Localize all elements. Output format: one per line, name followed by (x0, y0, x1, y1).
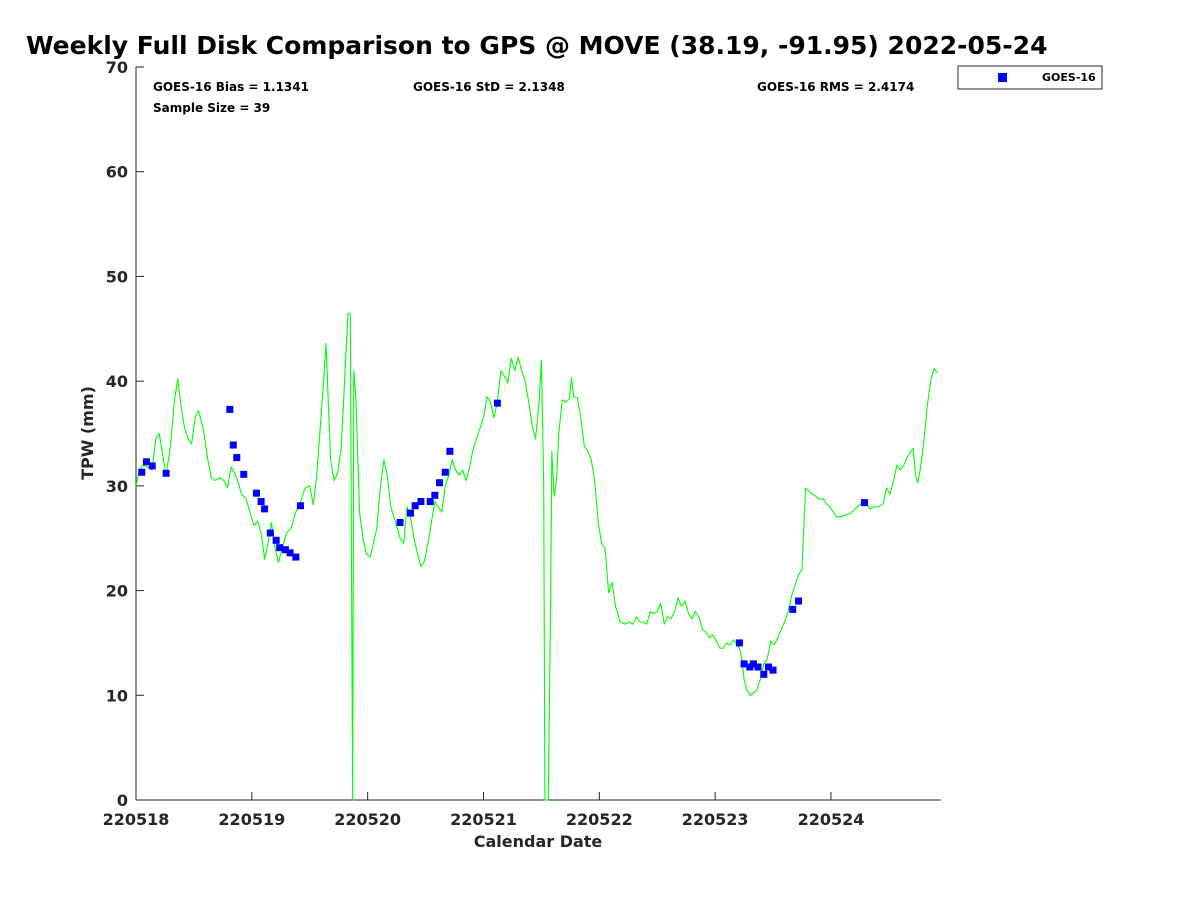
legend-entry-goes-16: GOES-16 (1042, 71, 1096, 84)
goes-16-point (431, 491, 439, 499)
goes-16-point (257, 498, 265, 506)
goes-16-point (233, 454, 241, 462)
goes-16-point (162, 469, 170, 477)
goes-16-point (435, 479, 443, 487)
x-tick-label: 220521 (450, 810, 517, 829)
goes-16-point (441, 468, 449, 476)
goes-16-point (493, 399, 501, 407)
goes-16-point (446, 447, 454, 455)
y-tick-label: 70 (106, 58, 128, 77)
bias-stat: GOES-16 Bias = 1.1341 (153, 80, 309, 94)
x-axis: 220518 220519 220520 220521 220522 220523 2205… (103, 792, 865, 829)
x-axis-label: Calendar Date (474, 832, 603, 851)
chart-title: Weekly Full Disk Comparison to GPS @ MOV… (26, 31, 1047, 60)
plot-area (136, 67, 941, 800)
goes-16-point (861, 499, 869, 507)
sample-size-stat: Sample Size = 39 (153, 101, 270, 115)
goes-16-point (795, 597, 803, 605)
rms-stat: GOES-16 RMS = 2.4174 (757, 80, 914, 94)
goes-16-point (226, 405, 234, 413)
y-tick-label: 0 (117, 791, 128, 810)
goes-16-point (417, 498, 425, 506)
goes-16-point (292, 553, 300, 561)
y-tick-label: 10 (106, 686, 128, 705)
goes-16-point (138, 468, 146, 476)
std-stat: GOES-16 StD = 2.1348 (413, 80, 565, 94)
x-tick-label: 220523 (682, 810, 749, 829)
goes-16-point (296, 502, 304, 510)
goes-16-point (281, 546, 289, 554)
goes-16-point (229, 441, 237, 449)
goes-16-point (769, 666, 777, 674)
goes-16-point (276, 544, 284, 552)
goes-16-point (754, 663, 762, 671)
goes-16-point (396, 519, 404, 527)
y-tick-label: 40 (106, 372, 128, 391)
goes-16-point (286, 549, 294, 557)
goes-16-point (266, 529, 274, 537)
goes-16-point (740, 660, 748, 668)
y-tick-label: 30 (106, 477, 128, 496)
x-tick-label: 220518 (103, 810, 170, 829)
x-tick-label: 220522 (566, 810, 633, 829)
goes-16-point (749, 660, 757, 668)
x-tick-label: 220520 (334, 810, 401, 829)
goes-16-point (760, 670, 768, 678)
x-tick-label: 220519 (218, 810, 285, 829)
goes-16-point (252, 489, 260, 497)
x-tick-label: 220524 (798, 810, 865, 829)
y-axis-label: TPW (mm) (78, 386, 97, 480)
goes-16-point (789, 605, 797, 613)
legend: GOES-16 (957, 65, 1103, 90)
goes-16-point (148, 462, 156, 470)
legend-marker (998, 73, 1007, 82)
y-tick-label: 60 (106, 163, 128, 182)
goes-16-point (407, 509, 415, 517)
goes-16-point (764, 663, 772, 671)
goes-16-point (240, 470, 248, 478)
goes-16-point (142, 458, 150, 466)
goes-16-point (411, 502, 419, 510)
goes-16-point (272, 536, 280, 544)
y-tick-label: 20 (106, 582, 128, 601)
goes-16-point (735, 639, 743, 647)
goes-16-point (261, 505, 269, 513)
y-tick-label: 50 (106, 267, 128, 286)
goes-16-scatter-series (138, 399, 869, 678)
goes-16-point (426, 498, 434, 506)
legend-box (957, 65, 1103, 90)
y-axis: 0 10 20 30 40 50 60 70 (106, 58, 144, 810)
